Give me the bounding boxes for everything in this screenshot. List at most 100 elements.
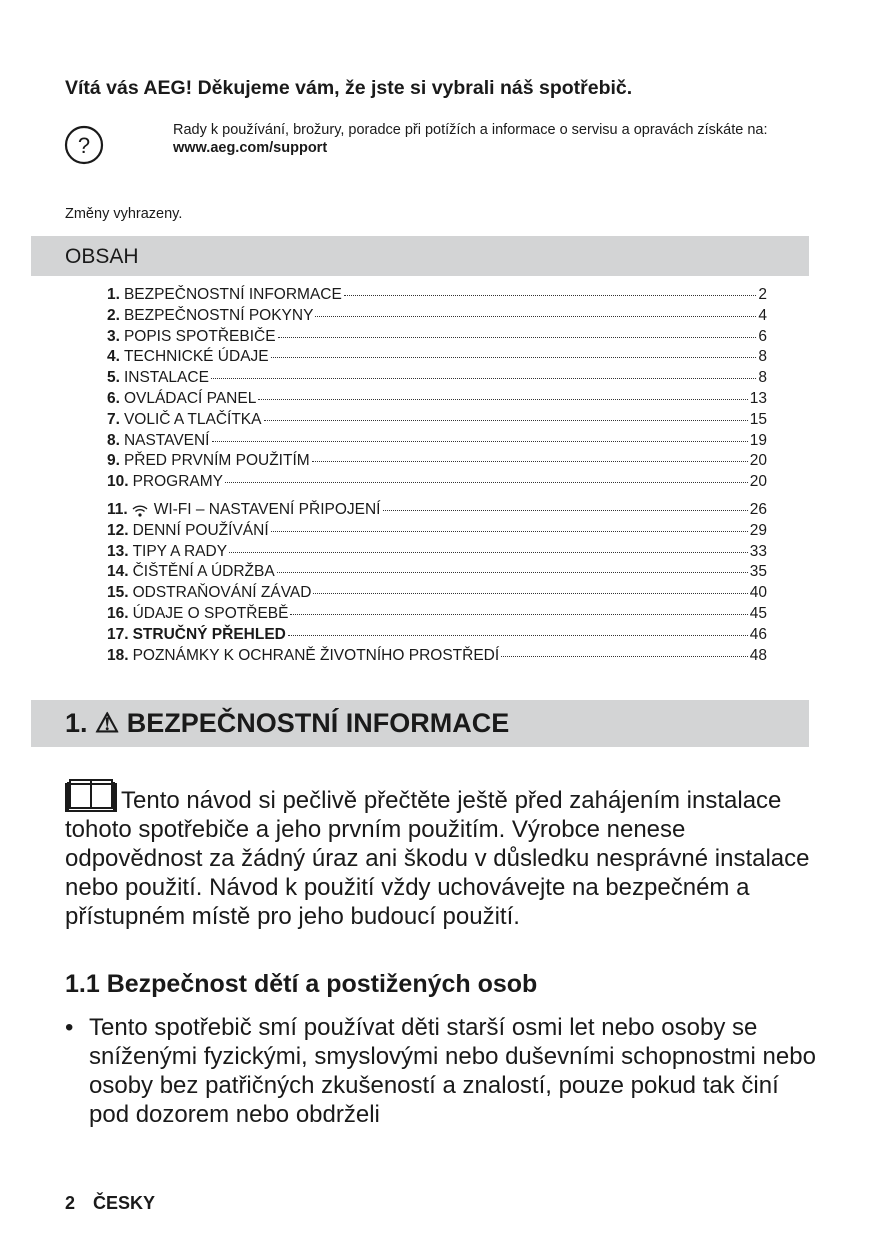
changes-note: Změny vyhrazeny. bbox=[65, 206, 183, 222]
toc-item[interactable]: 15. ODSTRAŇOVÁNÍ ZÁVAD 40 bbox=[107, 584, 767, 605]
bullet-list: • Tento spotřebič smí používat děti starš… bbox=[65, 1013, 825, 1129]
toc-page: 2 bbox=[758, 286, 767, 303]
toc-item[interactable]: 13. TIPY A RADY 33 bbox=[107, 543, 767, 564]
toc-title: PŘED PRVNÍM POUŽITÍM bbox=[123, 452, 310, 470]
toc-leader bbox=[210, 378, 757, 380]
toc-title: DENNÍ POUŽÍVÁNÍ bbox=[132, 521, 269, 539]
toc-number: 1. bbox=[107, 286, 120, 303]
toc-item[interactable]: 11. WI-FI – NASTAVENÍ PŘIPOJENÍ 26 bbox=[107, 501, 767, 522]
toc-title: WI-FI – NASTAVENÍ PŘIPOJENÍ bbox=[153, 500, 381, 518]
list-item: • Tento spotřebič smí používat děti starš… bbox=[65, 1013, 825, 1129]
toc-number: 3. bbox=[107, 327, 120, 345]
welcome-heading: Vítá vás AEG! Děkujeme vám, že jste si v… bbox=[65, 77, 633, 99]
toc-number: 4. bbox=[107, 348, 120, 366]
toc-leader bbox=[343, 295, 757, 296]
toc-title: PROGRAMY bbox=[132, 473, 223, 491]
toc-number: 9. bbox=[107, 452, 120, 470]
toc-title: POPIS SPOTŘEBIČE bbox=[123, 327, 276, 345]
language-label: ČESKY bbox=[93, 1193, 156, 1213]
book-icon bbox=[65, 779, 117, 812]
toc-leader bbox=[313, 593, 748, 595]
toc-item[interactable]: 17. STRUČNÝ PŘEHLED 46 bbox=[107, 626, 767, 647]
toc-number: 2. bbox=[107, 306, 120, 324]
toc-page: 4 bbox=[758, 306, 767, 324]
toc-page: 40 bbox=[749, 584, 767, 602]
wifi-icon bbox=[132, 505, 148, 517]
toc-leader bbox=[258, 398, 748, 400]
toc-number: 16. bbox=[107, 604, 129, 622]
toc-leader bbox=[287, 634, 748, 636]
toc-item[interactable]: 3. POPIS SPOTŘEBIČE 6 bbox=[107, 328, 767, 349]
toc-page: 29 bbox=[749, 521, 767, 539]
toc-page: 20 bbox=[749, 452, 767, 470]
toc-item[interactable]: 12. DENNÍ POUŽÍVÁNÍ 29 bbox=[107, 522, 767, 543]
toc-number: 13. bbox=[107, 542, 129, 560]
toc-number: 12. bbox=[107, 521, 129, 539]
toc-leader bbox=[270, 357, 757, 359]
intro-text: Tento návod si pečlivě přečtěte ještě př… bbox=[65, 787, 810, 930]
toc-number: 15. bbox=[107, 584, 129, 602]
bullet-dot: • bbox=[65, 1014, 74, 1041]
toc-page: 8 bbox=[758, 369, 767, 387]
toc-item[interactable]: 18. POZNÁMKY K OCHRANĚ ŽIVOTNÍHO PROSTŘED… bbox=[107, 647, 767, 668]
page-number: 2 bbox=[65, 1193, 76, 1213]
support-info: Rady k používání, brožury, poradce při p… bbox=[173, 121, 793, 157]
toc-title: VOLIČ A TLAČÍTKA bbox=[123, 410, 262, 428]
toc-item[interactable]: 4. TECHNICKÉ ÚDAJE 8 bbox=[107, 348, 767, 369]
toc-item[interactable]: 6. OVLÁDACÍ PANEL 13 bbox=[107, 390, 767, 411]
toc-title: POZNÁMKY K OCHRANĚ ŽIVOTNÍHO PROSTŘEDÍ bbox=[132, 646, 500, 664]
toc-page: 35 bbox=[749, 563, 767, 581]
toc-item[interactable]: 2. BEZPEČNOSTNÍ POKYNY 4 bbox=[107, 307, 767, 328]
toc-leader bbox=[501, 655, 748, 657]
toc-leader bbox=[290, 613, 748, 615]
toc-number: 8. bbox=[107, 431, 120, 449]
toc-title: TECHNICKÉ ÚDAJE bbox=[123, 348, 269, 366]
toc-title: INSTALACE bbox=[123, 369, 209, 387]
toc-item[interactable]: 8. NASTAVENÍ 19 bbox=[107, 432, 767, 453]
toc-number: 7. bbox=[107, 410, 120, 428]
toc-item[interactable]: 9. PŘED PRVNÍM POUŽITÍM 20 bbox=[107, 452, 767, 473]
toc-number: 11. bbox=[107, 500, 128, 518]
toc-leader bbox=[315, 315, 757, 317]
toc-page: 6 bbox=[758, 327, 767, 345]
toc-title: ÚDAJE O SPOTŘEBĚ bbox=[132, 604, 289, 622]
toc-number: 17. bbox=[107, 625, 129, 643]
toc-item[interactable]: 14. ČIŠTĚNÍ A ÚDRŽBA 35 bbox=[107, 563, 767, 584]
toc-page: 33 bbox=[749, 542, 767, 560]
toc-page: 48 bbox=[749, 646, 767, 664]
toc-page: 45 bbox=[749, 604, 767, 622]
toc-item[interactable]: 16. ÚDAJE O SPOTŘEBĚ 45 bbox=[107, 605, 767, 626]
page-footer: 2 ČESKY bbox=[65, 1193, 173, 1214]
table-of-contents: 1. BEZPEČNOSTNÍ INFORMACE 2 2. BEZPEČNOSTNÍ … bbox=[107, 286, 767, 667]
question-circle-icon: ? bbox=[64, 125, 104, 165]
toc-page: 46 bbox=[749, 625, 767, 643]
support-text: Rady k používání, brožury, poradce při p… bbox=[173, 122, 768, 138]
toc-title: OVLÁDACÍ PANEL bbox=[123, 389, 257, 407]
toc-number: 6. bbox=[107, 389, 120, 407]
toc-leader bbox=[225, 482, 748, 484]
toc-item[interactable]: 1. BEZPEČNOSTNÍ INFORMACE 2 bbox=[107, 286, 767, 307]
section-header: 1. ⚠ BEZPEČNOSTNÍ INFORMACE bbox=[31, 700, 809, 747]
toc-leader bbox=[382, 509, 748, 511]
toc-title: ČIŠTĚNÍ A ÚDRŽBA bbox=[132, 563, 275, 581]
subsection-title: 1.1 Bezpečnost dětí a postižených osob bbox=[65, 970, 538, 998]
toc-leader bbox=[229, 551, 748, 553]
toc-title: BEZPEČNOSTNÍ POKYNY bbox=[123, 306, 314, 324]
toc-leader bbox=[270, 530, 748, 532]
toc-leader bbox=[263, 419, 748, 421]
toc-item[interactable]: 10. PROGRAMY 20 bbox=[107, 473, 767, 494]
toc-number: 14. bbox=[107, 563, 129, 581]
toc-item[interactable]: 5. INSTALACE 8 bbox=[107, 369, 767, 390]
toc-title: OBSAH bbox=[65, 245, 139, 268]
toc-title: ODSTRAŇOVÁNÍ ZÁVAD bbox=[132, 584, 312, 602]
intro-paragraph: Tento návod si pečlivě přečtěte ještě př… bbox=[65, 778, 825, 931]
support-link[interactable]: www.aeg.com/support bbox=[173, 140, 328, 156]
list-item-text: Tento spotřebič smí používat děti starší… bbox=[89, 1014, 816, 1128]
toc-page: 15 bbox=[749, 410, 767, 428]
toc-title: TIPY A RADY bbox=[132, 542, 228, 560]
toc-item[interactable]: 7. VOLIČ A TLAČÍTKA 15 bbox=[107, 411, 767, 432]
toc-number: 5. bbox=[107, 369, 120, 387]
toc-leader bbox=[211, 440, 748, 442]
toc-page: 20 bbox=[749, 473, 767, 491]
